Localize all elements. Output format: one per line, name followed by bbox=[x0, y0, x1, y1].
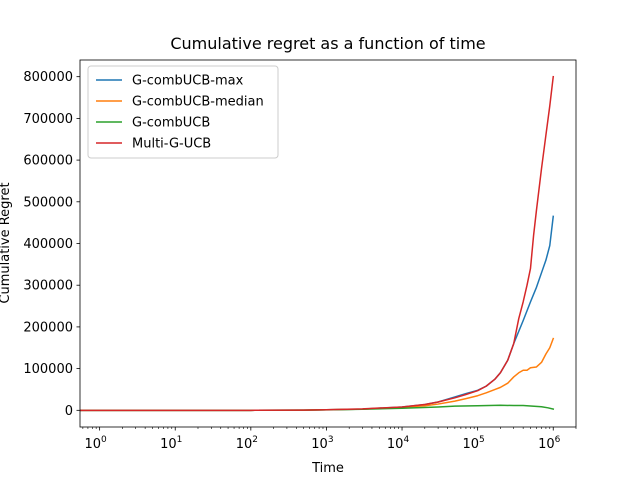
plot-area bbox=[80, 75, 555, 412]
x-tick-label-6: 106 bbox=[538, 435, 561, 452]
x-tick-label-2: 102 bbox=[236, 435, 258, 452]
y-tick-label-0: 0 bbox=[65, 404, 73, 419]
series-group bbox=[80, 75, 555, 412]
y-tick-label-2: 200000 bbox=[23, 320, 73, 335]
legend-label-2: G-combUCB bbox=[132, 116, 210, 131]
axes: 100 101 102 103 104 105 106 0 100000 200000 300000… bbox=[23, 59, 577, 452]
x-tick-label-4: 104 bbox=[387, 435, 410, 452]
y-tick-label-1: 100000 bbox=[23, 362, 73, 377]
legend-label-3: Multi-G-UCB bbox=[132, 137, 211, 152]
y-axis-label: Cumulative Regret bbox=[0, 182, 13, 303]
y-tick-label-5: 500000 bbox=[23, 195, 73, 210]
y-tick-label-3: 300000 bbox=[23, 279, 73, 294]
y-tick-label-6: 600000 bbox=[23, 154, 73, 169]
series-line-1 bbox=[80, 337, 555, 412]
y-tick-label-4: 400000 bbox=[23, 237, 73, 252]
x-tick-label-3: 103 bbox=[311, 435, 333, 452]
legend-box bbox=[87, 65, 279, 159]
series-line-3 bbox=[80, 75, 555, 412]
x-tick-label-1: 101 bbox=[160, 435, 182, 452]
legend: G-combUCB-max G-combUCB-median G-combUCB Mu… bbox=[87, 65, 279, 159]
series-line-0 bbox=[80, 215, 555, 412]
y-tick-label-8: 800000 bbox=[23, 70, 73, 85]
y-tick-label-7: 700000 bbox=[23, 112, 73, 127]
x-tick-label-0: 100 bbox=[84, 435, 107, 452]
x-tick-label-5: 105 bbox=[462, 435, 484, 452]
x-axis-label: Time bbox=[311, 461, 344, 476]
x-minor-ticks bbox=[82, 427, 577, 429]
legend-label-1: G-combUCB-median bbox=[132, 95, 264, 110]
legend-label-0: G-combUCB-max bbox=[132, 74, 244, 89]
chart-title: Cumulative regret as a function of time bbox=[170, 34, 485, 53]
